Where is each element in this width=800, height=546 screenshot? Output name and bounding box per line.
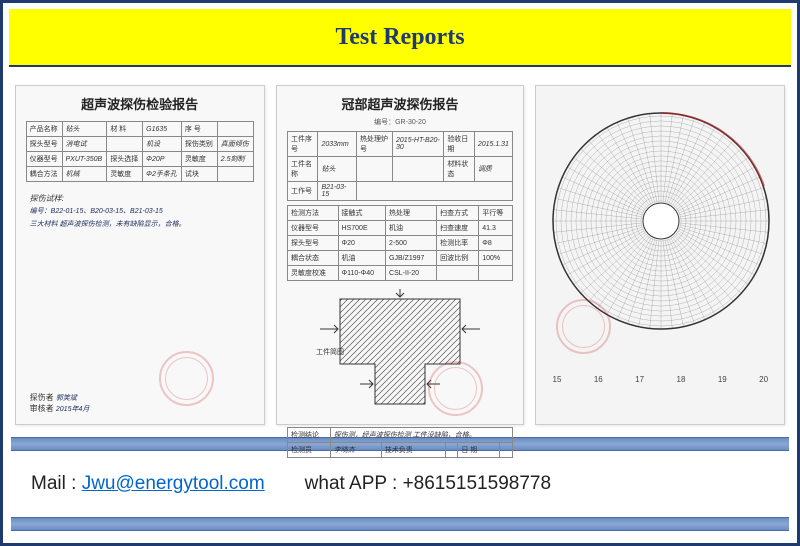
panel2-table2: 检测方法接触式热处理扫查方式平行等 仪器型号HS700E机油扫查速度41.3 探… xyxy=(287,205,513,281)
table-row: 仪器型号PXUT-350B探头选择Φ20P灵敏度2.5刻制 xyxy=(26,152,253,167)
table-row: 探头型号消电试机设探伤类别真面倾伤 xyxy=(26,137,253,152)
notes-line1: 编号：B22-01-15、B20-03-15、B21-03-15 xyxy=(30,206,250,219)
table-row: 工作号B21-03-15 xyxy=(287,182,512,201)
whatsapp-label: what APP : xyxy=(305,473,403,494)
contact-bar: Mail : Jwu@energytool.com what APP : +86… xyxy=(3,455,797,513)
panel1-table: 产品名称钻头材 料G1635序 号 探头型号消电试机设探伤类别真面倾伤 仪器型号… xyxy=(26,121,254,182)
report-panel-crown: 冠部超声波探伤报告 编号：GR-30-20 工件序号2033mm热处理炉号201… xyxy=(276,85,524,425)
reports-area: 超声波探伤检验报告 产品名称钻头材 料G1635序 号 探头型号消电试机设探伤类… xyxy=(3,73,797,433)
mail-section: Mail : Jwu@energytool.com xyxy=(31,473,265,495)
red-stamp-icon xyxy=(556,299,611,354)
report-panel-circular-chart: 15 16 17 18 19 20 xyxy=(535,85,785,425)
mail-label: Mail : xyxy=(31,473,82,494)
page-title: Test Reports xyxy=(335,24,464,51)
table-row: 检测结论探伤测，经声波探伤检测 工件没缺陷，合格。 xyxy=(287,428,512,443)
svg-text:工件简图: 工件简图 xyxy=(316,347,344,356)
divider-bar xyxy=(11,517,789,531)
panel2-subtitle: 编号：GR-30-20 xyxy=(277,117,523,127)
table-row: 工件序号2033mm热处理炉号2015-HT-B20-30验收日期2015.1.… xyxy=(287,132,512,157)
red-stamp-icon xyxy=(428,361,483,416)
signature-area: 探伤者 郭笑斌 审核者 2015年4月 xyxy=(30,392,250,414)
mail-link[interactable]: Jwu@energytool.com xyxy=(82,473,265,494)
panel2-table1: 工件序号2033mm热处理炉号2015-HT-B20-30验收日期2015.1.… xyxy=(287,131,513,201)
title-bar: Test Reports xyxy=(9,9,791,67)
panel1-notes: 探伤试样: 编号：B22-01-15、B20-03-15、B21-03-15 三… xyxy=(16,186,264,238)
table-row: 耦合状态机油GJB/Z1997回波比例100% xyxy=(287,251,512,266)
report-panel-ultrasonic: 超声波探伤检验报告 产品名称钻头材 料G1635序 号 探头型号消电试机设探伤类… xyxy=(15,85,265,425)
table-row: 探头型号Φ202-500检测比率Φ8 xyxy=(287,236,512,251)
panel1-title: 超声波探伤检验报告 xyxy=(16,86,264,117)
table-row: 检测方法接触式热处理扫查方式平行等 xyxy=(287,206,512,221)
chart-scale: 15 16 17 18 19 20 xyxy=(536,375,784,384)
whatsapp-section: what APP : +8615151598778 xyxy=(305,473,551,495)
table-row: 灵敏度校准Φ110-Φ40CSL-II-20 xyxy=(287,266,512,281)
notes-label: 探伤试样: xyxy=(30,192,250,206)
whatsapp-value: +8615151598778 xyxy=(403,473,551,494)
panel2-bottom: 检测结论探伤测，经声波探伤检测 工件没缺陷，合格。 检测员李晓杰技术负责日 期 xyxy=(287,427,513,458)
table-row: 工件名称钻头材料状态调质 xyxy=(287,157,512,182)
notes-line2: 三大材料 超声波探伤检测，未有缺陷显示，合格。 xyxy=(30,219,250,232)
panel2-title: 冠部超声波探伤报告 xyxy=(277,86,523,117)
table-row: 产品名称钻头材 料G1635序 号 xyxy=(26,122,253,137)
table-row: 仪器型号HS700E机油扫查速度41.3 xyxy=(287,221,512,236)
table-row: 检测员李晓杰技术负责日 期 xyxy=(287,443,512,458)
table-row: 耦合方法机械灵敏度Φ2手条孔试块 xyxy=(26,167,253,182)
